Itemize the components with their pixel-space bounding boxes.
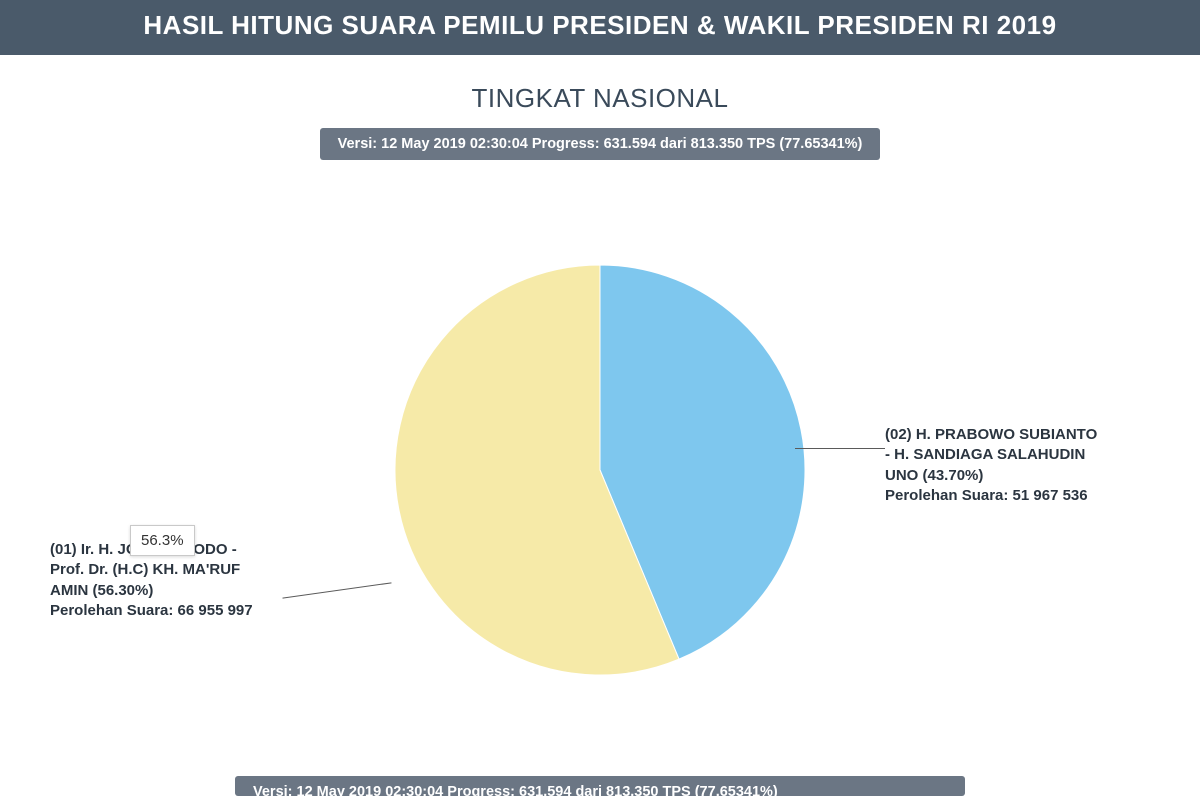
label02-votes: Perolehan Suara: 51 967 536 (885, 486, 1125, 506)
label02-line3: UNO (43.70%) (885, 466, 1125, 486)
progress-pill-wrap: Versi: 12 May 2019 02:30:04 Progress: 63… (0, 114, 1200, 160)
subtitle: TINGKAT NASIONAL (0, 83, 1200, 114)
chart-area: (02) H. PRABOWO SUBIANTO - H. SANDIAGA S… (0, 190, 1200, 750)
pie-tooltip: 56.3% (130, 525, 195, 556)
label-candidate-02: (02) H. PRABOWO SUBIANTO - H. SANDIAGA S… (885, 425, 1125, 506)
label01-line3: AMIN (56.30%) (50, 581, 290, 601)
label01-votes: Perolehan Suara: 66 955 997 (50, 601, 290, 621)
pie-chart (395, 265, 805, 675)
label01-line2: Prof. Dr. (H.C) KH. MA'RUF (50, 560, 290, 580)
bottom-progress-pill: Versi: 12 May 2019 02:30:04 Progress: 63… (235, 776, 965, 796)
leader-line-right (795, 448, 885, 449)
header-title: HASIL HITUNG SUARA PEMILU PRESIDEN & WAK… (143, 10, 1056, 40)
leader-line-left (282, 582, 391, 598)
progress-pill: Versi: 12 May 2019 02:30:04 Progress: 63… (320, 128, 881, 160)
label02-line2: - H. SANDIAGA SALAHUDIN (885, 445, 1125, 465)
label02-line1: (02) H. PRABOWO SUBIANTO (885, 425, 1125, 445)
page-header: HASIL HITUNG SUARA PEMILU PRESIDEN & WAK… (0, 0, 1200, 55)
